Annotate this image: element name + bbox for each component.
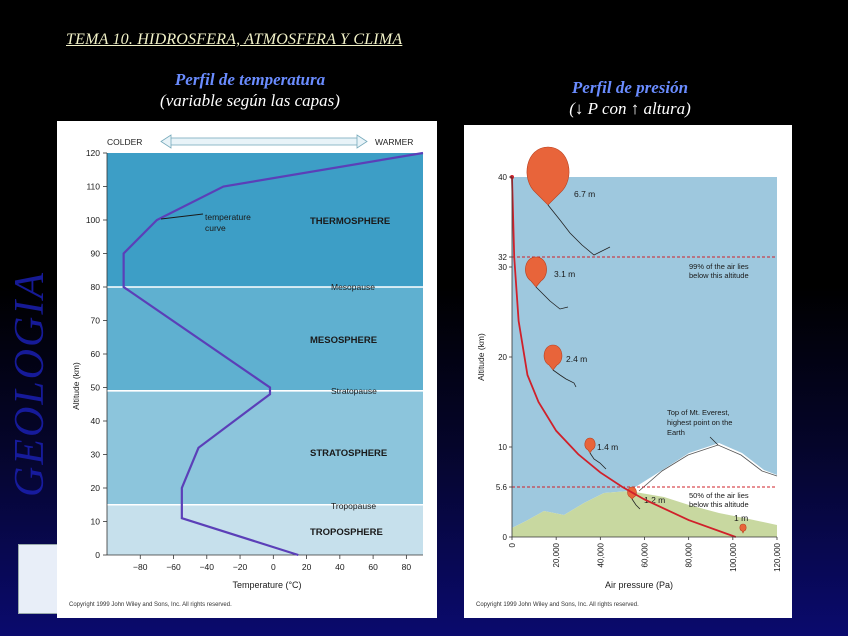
pause-label-tropopause: Tropopause: [331, 501, 376, 511]
note-50-line1: 50% of the air lies: [689, 491, 749, 500]
note-50-line2: below this altitude: [689, 500, 749, 509]
balloon-2-4m: 2.4 m: [543, 344, 587, 388]
curve-label-leader: [160, 213, 204, 220]
colder-label: COLDER: [107, 137, 142, 147]
temp-y-tick-label: 70: [91, 316, 101, 326]
everest-line2: highest point on the: [667, 418, 732, 427]
pressure-y-tick-label: 32: [498, 253, 507, 262]
band-troposphere: [107, 504, 423, 555]
pause-label-stratopause: Stratopause: [331, 386, 377, 396]
pressure-x-axis-label: Air pressure (Pa): [605, 580, 673, 590]
balloon-1m: 1 m: [734, 513, 748, 534]
pressure-panel: 6.7 m 3.1 m 2.4 m 1.4 m 1.2 m 1 m: [464, 125, 792, 618]
pressure-x-tick-label: 60,000: [641, 542, 650, 567]
pressure-y-tick-label: 30: [498, 263, 507, 272]
balloon-label-5: 1.2 m: [644, 495, 665, 505]
pressure-y-tick-label: 20: [498, 353, 507, 362]
pressure-y-tick-label: 10: [498, 443, 507, 452]
curve-label-line2: curve: [205, 223, 226, 233]
temp-y-tick-label: 10: [91, 517, 101, 527]
pressure-curve: [511, 176, 737, 538]
temp-y-tick-label: 0: [95, 550, 100, 560]
balloon-label-3: 2.4 m: [566, 354, 587, 364]
temp-y-tick-label: 50: [91, 383, 101, 393]
temp-x-tick-label: 80: [402, 562, 412, 572]
pressure-copyright: Copyright 1999 John Wiley and Sons, Inc.…: [476, 602, 639, 608]
layer-label-mesosphere: MESOSPHERE: [310, 335, 377, 346]
temp-x-tick-label: 40: [335, 562, 345, 572]
temp-y-axis-label: Altitude (km): [71, 362, 81, 410]
balloon-label-2: 3.1 m: [554, 269, 575, 279]
band-stratosphere: [107, 390, 423, 505]
temp-x-tick-label: 60: [368, 562, 378, 572]
balloon-label-4: 1.4 m: [597, 442, 618, 452]
pressure-x-tick-label: 100,000: [729, 542, 738, 571]
temp-x-tick-label: −60: [166, 562, 181, 572]
temp-x-tick-label: −40: [200, 562, 215, 572]
pressure-chart: 6.7 m 3.1 m 2.4 m 1.4 m 1.2 m 1 m: [476, 146, 782, 608]
temp-y-tick-label: 20: [91, 483, 101, 493]
arrow-left-icon: [160, 134, 172, 149]
balloon-3-1m: 3.1 m: [525, 256, 575, 310]
temperature-caption: Perfil de temperatura (variable según la…: [120, 70, 380, 111]
colder-warmer-bar: [168, 137, 360, 146]
pressure-x-tick-label: 80,000: [685, 542, 694, 567]
pressure-y-tick-label: 5.6: [496, 483, 508, 492]
pressure-x-tick-label: 40,000: [596, 542, 605, 567]
pressure-subheading: (↓ P con ↑ altura): [569, 99, 691, 118]
arrow-right-icon: [356, 134, 368, 149]
everest-line1: Top of Mt. Everest,: [667, 408, 730, 417]
temp-y-tick-label: 100: [86, 215, 100, 225]
everest-line3: Earth: [667, 428, 685, 437]
curve-label-line1: temperature: [205, 212, 251, 222]
temperature-subheading: (variable según las capas): [160, 91, 340, 110]
pressure-caption: Perfil de presión (↓ P con ↑ altura): [500, 78, 760, 119]
temp-x-tick-label: −80: [133, 562, 148, 572]
balloon-label-1: 6.7 m: [574, 189, 595, 199]
band-mesosphere: [107, 287, 423, 391]
pressure-x-tick-label: 120,000: [773, 542, 782, 571]
slide-title: TEMA 10. HIDROSFERA, ATMOSFERA Y CLIMA: [66, 31, 403, 48]
temp-y-tick-label: 90: [91, 249, 101, 259]
temp-y-tick-label: 60: [91, 349, 101, 359]
temperature-panel: 0 10 20 30 40 50 60 70 80 90 100 110 120 −80 −60 −40 −20…: [57, 121, 437, 618]
temp-x-axis-label: Temperature (°C): [232, 580, 301, 590]
temperature-curve: [122, 151, 424, 557]
temperature-heading: Perfil de temperatura: [174, 70, 326, 89]
pressure-heading: Perfil de presión: [571, 78, 689, 97]
temp-x-tick-label: 20: [302, 562, 312, 572]
pressure-y-axis-label: Altitude (km): [476, 333, 486, 381]
band-thermosphere: [107, 153, 423, 287]
pause-label-mesopause: Mesopause: [331, 282, 375, 292]
layer-label-troposphere: TROPOSPHERE: [310, 527, 383, 538]
note-99-line1: 99% of the air lies: [689, 262, 749, 271]
side-text: GEOLOGIA: [7, 271, 53, 497]
pressure-y-tick-label: 40: [498, 173, 507, 182]
balloon-label-6: 1 m: [734, 513, 748, 523]
temp-y-tick-label: 40: [91, 416, 101, 426]
pressure-x-tick-label: 0: [508, 542, 517, 547]
logo: [18, 544, 64, 614]
note-99-line2: below this altitude: [689, 271, 749, 280]
temp-y-tick-label: 110: [86, 182, 100, 192]
temp-x-tick-label: 0: [271, 562, 276, 572]
warmer-label: WARMER: [375, 137, 413, 147]
balloon-6-7m: 6.7 m: [526, 146, 611, 256]
layer-label-thermosphere: THERMOSPHERE: [310, 216, 390, 227]
temp-y-tick-label: 30: [91, 450, 101, 460]
temp-copyright: Copyright 1999 John Wiley and Sons, Inc.…: [69, 602, 232, 608]
layer-label-stratosphere: STRATOSPHERE: [310, 448, 387, 459]
temp-x-tick-label: −20: [233, 562, 248, 572]
everest-leader: [709, 436, 719, 446]
temp-y-tick-label: 80: [91, 282, 101, 292]
pressure-y-tick-label: 0: [503, 533, 508, 542]
balloon-1-4m: 1.4 m: [584, 437, 618, 470]
pressure-x-tick-label: 20,000: [552, 542, 561, 567]
temp-y-tick-label: 120: [86, 148, 100, 158]
temperature-chart: 0 10 20 30 40 50 60 70 80 90 100 110 120 −80 −60 −40 −20…: [69, 134, 424, 608]
ground: [512, 491, 777, 537]
